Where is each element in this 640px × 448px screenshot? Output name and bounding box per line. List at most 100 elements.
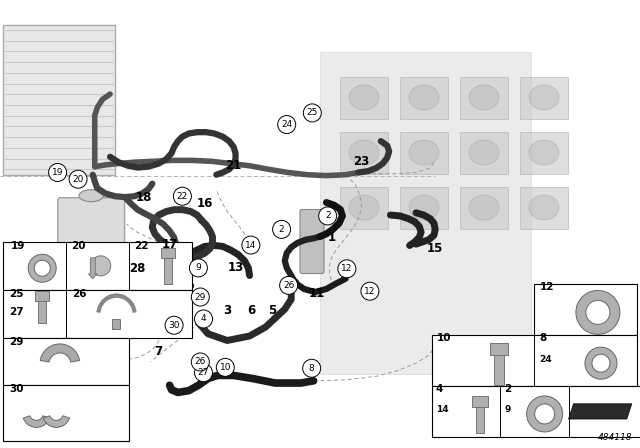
Bar [493,353,504,385]
Bar [400,186,448,228]
Polygon shape [568,404,632,419]
Ellipse shape [469,140,499,165]
Ellipse shape [469,85,499,110]
Ellipse shape [349,85,379,110]
FancyBboxPatch shape [490,343,508,355]
Bar [534,284,637,335]
Text: 26: 26 [72,289,87,299]
Text: 1: 1 [328,231,335,244]
Text: 27: 27 [10,306,24,317]
Ellipse shape [469,195,499,220]
Bar [400,77,448,119]
FancyArrow shape [88,258,97,279]
Circle shape [303,104,321,122]
Bar [476,405,484,433]
Wedge shape [23,416,49,427]
Circle shape [338,260,356,278]
Text: 4: 4 [436,384,444,394]
Bar [164,256,172,284]
Text: 10: 10 [437,333,451,343]
Bar [520,186,568,228]
Ellipse shape [529,85,559,110]
Bar [3,290,192,338]
Text: 19: 19 [11,241,25,251]
Ellipse shape [409,85,439,110]
Text: 26: 26 [283,281,294,290]
Circle shape [195,310,212,328]
Text: 20: 20 [71,241,86,251]
Circle shape [361,282,379,300]
Text: 22: 22 [134,241,148,251]
Circle shape [165,316,183,334]
Wedge shape [576,290,620,334]
Bar [460,132,508,173]
Text: 6: 6 [248,303,255,317]
Bar [3,338,129,385]
Text: 29: 29 [195,293,206,302]
Circle shape [216,358,234,376]
FancyBboxPatch shape [58,198,125,262]
Ellipse shape [529,140,559,165]
Text: 2: 2 [279,225,284,234]
Text: 27: 27 [198,368,209,377]
Circle shape [195,364,212,382]
Text: 25: 25 [307,108,318,117]
Text: 30: 30 [168,321,180,330]
Circle shape [69,170,87,188]
Text: 22: 22 [177,192,188,201]
Bar [520,77,568,119]
Text: 21: 21 [225,159,242,172]
Bar [340,186,388,228]
Text: 26: 26 [195,358,206,366]
Text: 10: 10 [220,363,231,372]
Wedge shape [527,396,563,432]
Circle shape [191,288,209,306]
Text: 30: 30 [10,384,24,394]
Bar [520,132,568,173]
Circle shape [173,187,191,205]
FancyBboxPatch shape [161,248,175,258]
Bar [3,385,129,441]
Wedge shape [585,347,617,379]
Text: 9: 9 [504,405,511,414]
Text: 8: 8 [309,364,314,373]
Text: 14: 14 [245,241,257,250]
Text: 23: 23 [353,155,370,168]
Bar [3,242,192,290]
Ellipse shape [409,195,439,220]
Text: 17: 17 [161,237,178,251]
Circle shape [319,207,337,225]
Ellipse shape [349,195,379,220]
Circle shape [191,353,209,371]
Text: 15: 15 [427,242,444,255]
Bar [432,386,640,437]
Bar [320,52,531,374]
Bar [400,132,448,173]
Text: 12: 12 [540,283,554,293]
Text: 2: 2 [504,384,511,394]
FancyBboxPatch shape [35,291,49,302]
Text: 12: 12 [341,264,353,273]
Circle shape [189,259,207,277]
Bar [3,25,115,175]
FancyBboxPatch shape [300,210,324,274]
Text: 25: 25 [10,289,24,299]
Circle shape [242,236,260,254]
Text: 2: 2 [325,211,330,220]
Text: 3: 3 [223,303,231,317]
Text: 16: 16 [196,197,213,211]
Circle shape [303,359,321,377]
Bar [340,132,388,173]
Text: 7: 7 [155,345,163,358]
Text: 9: 9 [196,263,201,272]
Text: 24: 24 [281,120,292,129]
Bar [460,186,508,228]
Text: 11: 11 [308,287,325,300]
Text: 18: 18 [136,190,152,204]
Bar [460,77,508,119]
Circle shape [91,256,111,276]
Circle shape [280,276,298,294]
Bar [432,335,637,386]
Text: 8: 8 [540,333,547,343]
Wedge shape [28,254,56,282]
